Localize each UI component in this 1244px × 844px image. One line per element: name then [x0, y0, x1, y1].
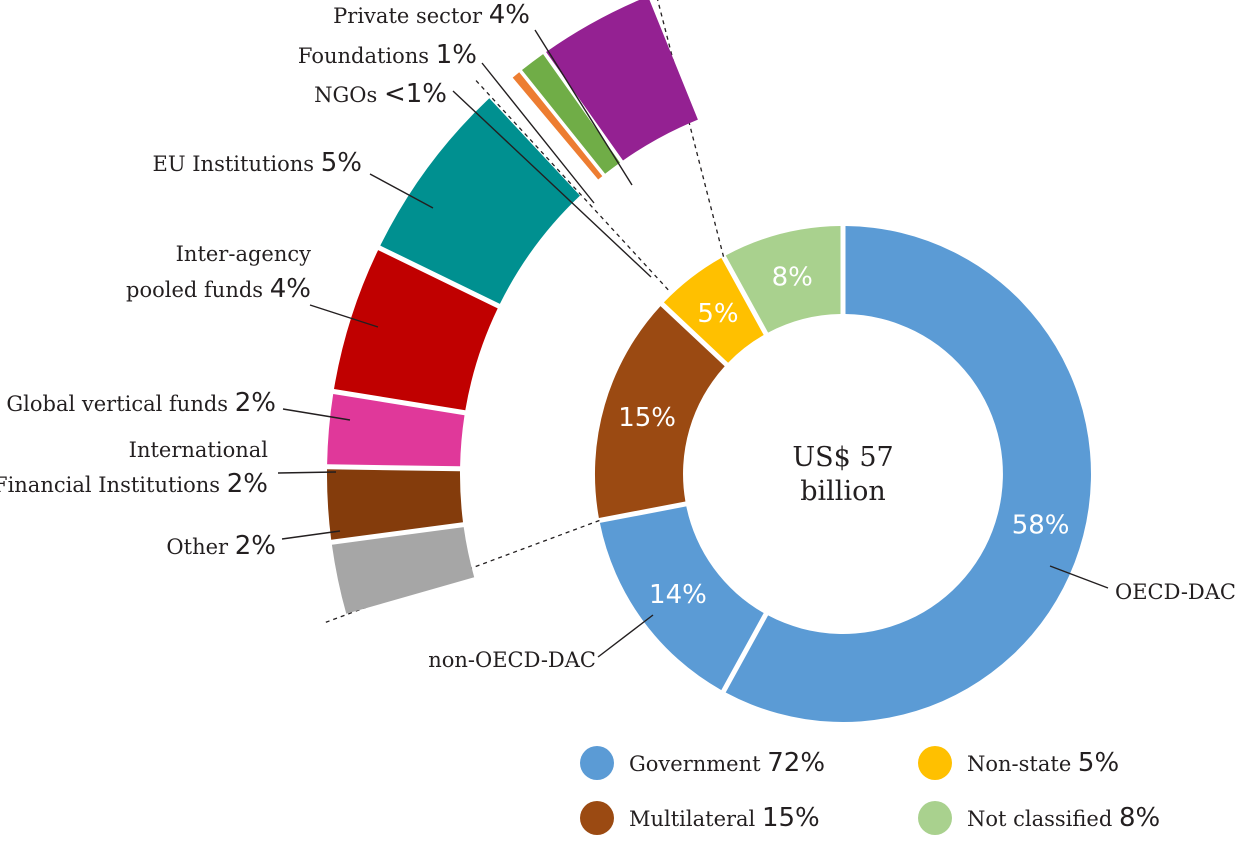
label-foundations-value: 1%	[436, 40, 477, 70]
legend-value: 15%	[762, 803, 820, 833]
label-non-oecd-dac: non-OECD-DAC	[428, 648, 596, 672]
legend-name: Non-state	[967, 752, 1078, 776]
leader-international-financial-institutions	[277, 471, 337, 474]
slice-2	[594, 306, 725, 518]
label-eu-institutions-value: 5%	[321, 148, 362, 178]
label-inter-agency-pooled-funds-name: pooled funds	[126, 278, 270, 302]
segment-global-vertical-funds	[327, 394, 465, 467]
segment-inter-agency-pooled-funds	[334, 250, 498, 411]
label-oecd-dac: OECD-DAC	[1115, 580, 1236, 604]
legend-name: Multilateral	[629, 807, 762, 831]
legend-swatch-multilateral	[580, 801, 614, 835]
leader-foundations	[481, 62, 595, 204]
legend-item-government: Government 72%	[580, 746, 825, 780]
legend-item-not-classified: Not classified 8%	[918, 801, 1160, 835]
legend-swatch-not-classified	[918, 801, 952, 835]
slice-3	[663, 257, 764, 363]
label-international-financial-institutions-line-0: International	[129, 438, 269, 462]
connector-multilateral-end	[472, 77, 669, 291]
legend-value: 8%	[1119, 803, 1160, 833]
legend-item-non-state: Non-state 5%	[918, 746, 1119, 780]
label-oecd-dac-name: OECD-DAC	[1115, 580, 1236, 604]
leader-non-oecd-dac	[597, 614, 654, 658]
label-international-financial-institutions-name: Financial Institutions	[0, 473, 227, 497]
label-international-financial-institutions: Financial Institutions 2%	[0, 469, 268, 499]
label-eu-institutions-name: EU Institutions	[153, 152, 321, 176]
legend-text-not-classified: Not classified 8%	[967, 803, 1160, 833]
label-global-vertical-funds-value: 2%	[235, 388, 276, 418]
legend-text-non-state: Non-state 5%	[967, 748, 1119, 778]
label-other-value: 2%	[235, 531, 276, 561]
label-private-sector: Private sector 4%	[333, 0, 530, 30]
label-private-sector-name: Private sector	[333, 4, 489, 28]
legend-swatch-government	[580, 746, 614, 780]
label-ngos-name: NGOs	[314, 83, 384, 107]
leader-ngos	[452, 90, 652, 278]
segment-international-financial-institutions	[326, 469, 463, 540]
legend-value: 72%	[767, 748, 825, 778]
label-inter-agency-pooled-funds-value: 4%	[270, 274, 311, 304]
label-international-financial-institutions-value: 2%	[227, 469, 268, 499]
leader-eu-institutions	[369, 173, 434, 209]
slice-oecd-dac-percent: 58%	[1012, 511, 1070, 541]
label-global-vertical-funds: Global vertical funds 2%	[6, 388, 276, 418]
legend-name: Not classified	[967, 807, 1119, 831]
legend-text-government: Government 72%	[629, 748, 825, 778]
legend-item-multilateral: Multilateral 15%	[580, 801, 820, 835]
segment-other	[331, 527, 475, 614]
label-ngos-value: <1%	[384, 79, 447, 109]
segment-private-sector	[546, 0, 698, 161]
legend-swatch-non-state	[918, 746, 952, 780]
label-ngos: NGOs <1%	[314, 79, 447, 109]
label-inter-agency-pooled-funds-line-0: Inter-agency	[176, 242, 311, 266]
center-unit: billion	[800, 476, 885, 507]
center-amount: US$ 57	[792, 442, 893, 473]
slice-3-percent: 5%	[697, 299, 738, 329]
label-global-vertical-funds-name: Global vertical funds	[6, 392, 234, 416]
segment-eu-institutions	[380, 98, 580, 304]
leader-inter-agency-pooled-funds	[309, 304, 379, 328]
slice-non-oecd-dac-percent: 14%	[649, 580, 707, 610]
slice-4	[725, 226, 841, 333]
label-inter-agency-pooled-funds: pooled funds 4%	[126, 274, 311, 304]
leader-global-vertical-funds	[282, 408, 351, 421]
label-foundations: Foundations 1%	[298, 40, 477, 70]
slice-4-percent: 8%	[772, 262, 813, 292]
segment-ngos	[512, 72, 603, 180]
leader-oecd-dac	[1049, 565, 1109, 589]
leader-private-sector	[534, 29, 633, 186]
slice-2-percent: 15%	[618, 403, 676, 433]
legend-name: Government	[629, 752, 767, 776]
label-private-sector-value: 4%	[489, 0, 530, 30]
label-other-name: Other	[166, 535, 234, 559]
label-eu-institutions: EU Institutions 5%	[153, 148, 362, 178]
legend-text-multilateral: Multilateral 15%	[629, 803, 820, 833]
label-non-oecd-dac-name: non-OECD-DAC	[428, 648, 596, 672]
legend-value: 5%	[1078, 748, 1119, 778]
slice-oecd-dac	[725, 226, 1091, 722]
slice-non-oecd-dac	[599, 506, 764, 691]
label-other: Other 2%	[166, 531, 276, 561]
leader-other	[281, 530, 341, 540]
label-foundations-name: Foundations	[298, 44, 436, 68]
segment-foundations	[522, 54, 620, 174]
